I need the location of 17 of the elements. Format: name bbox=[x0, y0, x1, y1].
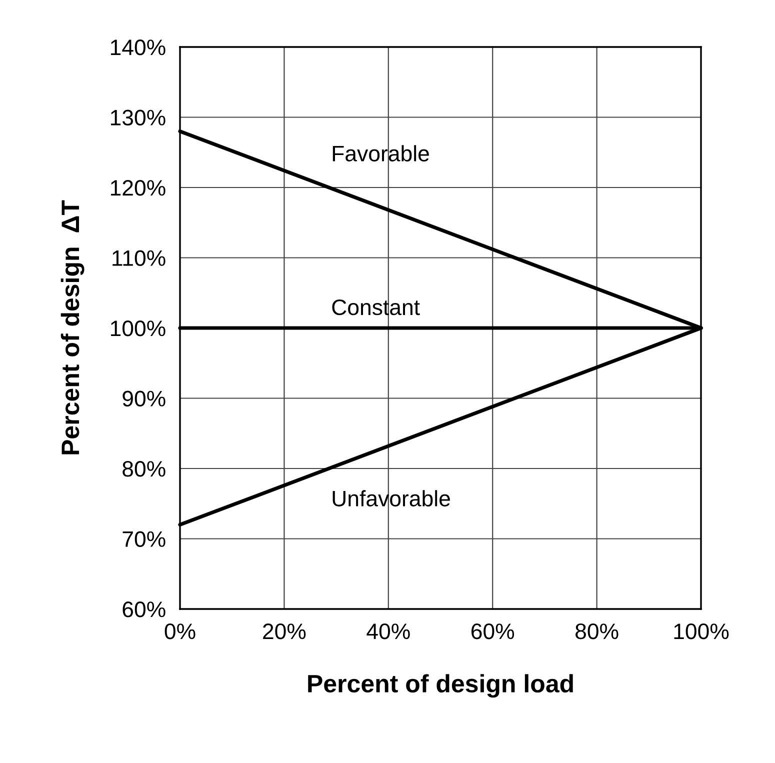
y-tick-label: 70% bbox=[122, 531, 166, 548]
y-tick-label: 120% bbox=[110, 180, 166, 196]
x-tick-label: 20% bbox=[263, 623, 306, 640]
y-tick-label: 140% bbox=[110, 40, 166, 56]
x-axis-title: Percent of design load bbox=[308, 674, 573, 698]
y-axis-title: Percent of design ΔT bbox=[60, 200, 84, 454]
y-tick-label: 60% bbox=[122, 602, 166, 618]
x-tick-label: 100% bbox=[674, 623, 729, 640]
y-tick-label: 130% bbox=[110, 110, 166, 126]
y-tick-label: 100% bbox=[110, 320, 166, 336]
y-tick-label: 80% bbox=[122, 461, 166, 477]
x-tick-label: 40% bbox=[366, 623, 410, 640]
x-tick-label: 80% bbox=[576, 623, 618, 640]
y-tick-label: 110% bbox=[112, 250, 166, 266]
y-tick-label: 90% bbox=[122, 390, 166, 407]
x-tick-label: 0% bbox=[164, 623, 196, 640]
x-tick-label: 60% bbox=[471, 623, 514, 640]
